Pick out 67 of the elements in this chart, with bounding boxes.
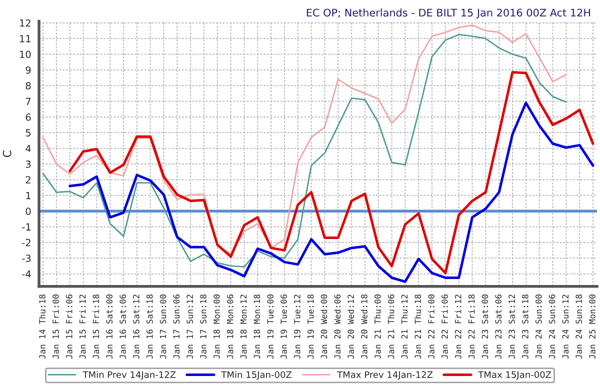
x-tick-label: Jan 23 Sat:18 (522, 294, 528, 359)
x-tick-label: Jan 22 Fri:18 (468, 294, 475, 359)
x-tick-label: Jan 16 Sat:12 (133, 294, 140, 359)
x-tick-label: Jan 24 Sun:00 (535, 294, 542, 359)
x-tick-label: Jan 15 Fri:18 (92, 294, 100, 359)
x-tick-label: Jan 16 Sat:06 (120, 294, 126, 359)
y-tick-label: 2 (26, 176, 30, 184)
x-tick-label: Jan 17 Sun:12 (186, 294, 194, 359)
legend-label: TMin 15Jan-00Z (221, 371, 292, 380)
x-tick-label: Jan 19 Tue:12 (294, 294, 300, 359)
legend-label: TMax Prev 14Jan-12Z (337, 371, 433, 380)
y-tick-label: 4 (26, 144, 31, 152)
y-tick-label: -1 (22, 223, 30, 230)
y-axis-title: C (2, 150, 12, 158)
y-tick-label: 10 (20, 50, 31, 58)
legend-label: TMax 15Jan-00Z (478, 371, 552, 380)
x-tick-label: Jan 18 Mon:00 (214, 294, 220, 359)
x-tick-label: Jan 20 Wed:00 (320, 294, 328, 359)
chart-title: EC OP; Netherlands - DE BILT 15 Jan 2016 00Z Act 12H (306, 8, 590, 19)
x-tick-label: Jan 21 Thu:12 (401, 294, 408, 359)
y-tick-label: -4 (22, 270, 31, 278)
x-tick-label: Jan 15 Fri:06 (66, 294, 72, 359)
x-tick-label: Jan 20 Wed:18 (360, 294, 368, 359)
y-tick-label: -2 (22, 238, 30, 246)
x-tick-label: Jan 24 Sun:18 (576, 294, 582, 359)
y-tick-label: 3 (26, 160, 31, 168)
legend-label: TMin Prev 14Jan-12Z (82, 371, 176, 380)
y-tick-label: 7 (26, 98, 31, 105)
x-tick-label: Jan 23 Sat:12 (508, 294, 515, 359)
x-tick-label: Jan 17 Sun:00 (160, 294, 166, 359)
x-tick-label: Jan 18 Mon:18 (254, 294, 260, 359)
x-tick-label: Jan 15 Fri:12 (79, 294, 86, 359)
y-tick-label: -3 (22, 254, 31, 262)
y-tick-label: 0 (26, 208, 31, 215)
x-tick-label: Jan 18 Mon:06 (226, 294, 234, 359)
x-tick-label: Jan 20 Wed:06 (334, 294, 341, 359)
y-tick-label: 6 (26, 113, 31, 121)
x-tick-label: Jan 21 Thu:06 (388, 294, 394, 359)
x-tick-label: Jan 15 Fri:00 (52, 294, 59, 359)
x-tick-label: Jan 19 Tue:18 (307, 294, 314, 359)
y-tick-label: 12 (20, 19, 30, 27)
x-tick-label: Jan 20 Wed:12 (348, 294, 354, 359)
x-tick-label: Jan 22 Fri:12 (454, 294, 462, 359)
y-tick-label: 5 (26, 129, 31, 136)
x-tick-label: Jan 23 Sat:00 (482, 294, 488, 359)
x-tick-label: Jan 17 Sun:06 (173, 294, 180, 359)
x-tick-label: Jan 16 Sat:18 (146, 294, 153, 359)
x-tick-label: Jan 21 Thu:00 (374, 294, 381, 359)
x-tick-label: Jan 24 Sun:12 (562, 294, 569, 359)
x-tick-label: Jan 24 Sun:06 (548, 294, 556, 359)
line-series (68, 71, 594, 274)
x-tick-label: Jan 23 Sat:06 (495, 294, 502, 359)
x-tick-label: Jan 17 Sun:18 (200, 294, 206, 359)
x-tick-label: Jan 16 Sat:00 (106, 294, 113, 359)
x-tick-label: Jan 14 Thu:18 (39, 294, 46, 359)
x-tick-label: Jan 22 Fri:00 (428, 294, 434, 359)
y-tick-label: 11 (20, 35, 30, 42)
x-tick-label: Jan 19 Tue:00 (267, 294, 274, 359)
y-tick-label: 1 (26, 192, 30, 200)
x-tick-label: Jan 21 Thu:18 (414, 294, 422, 359)
x-tick-label: Jan 22 Fri:06 (441, 294, 448, 359)
y-tick-label: 8 (26, 82, 31, 90)
x-tick-label: Jan 18 Mon:12 (240, 294, 247, 359)
x-tick-label: Jan 25 Mon:00 (589, 294, 596, 359)
x-tick-label: Jan 19 Tue:06 (280, 294, 287, 359)
y-tick-label: 9 (26, 66, 31, 74)
line-series (68, 102, 594, 283)
